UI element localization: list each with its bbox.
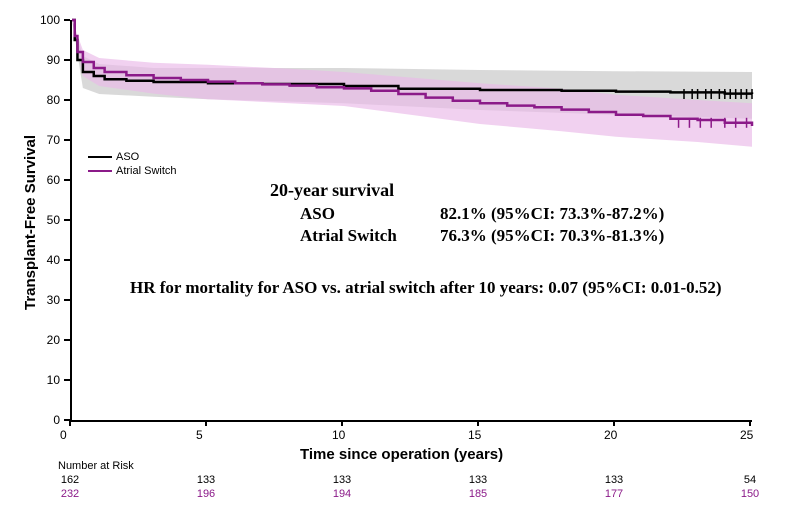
x-tick-label: 10 — [332, 428, 345, 442]
x-tick-mark — [477, 420, 479, 426]
x-axis-title: Time since operation (years) — [300, 446, 503, 463]
risk-value: 133 — [605, 474, 623, 486]
annotation-atrial-value: 76.3% (95%CI: 70.3%-81.3%) — [440, 226, 664, 246]
risk-value: 162 — [61, 474, 79, 486]
annotation-hr: HR for mortality for ASO vs. atrial swit… — [130, 278, 722, 298]
x-tick-mark — [613, 420, 615, 426]
risk-value: 194 — [333, 488, 351, 500]
y-tick-label: 30 — [47, 293, 60, 307]
risk-value: 133 — [197, 474, 215, 486]
x-tick-mark — [69, 420, 71, 426]
y-tick-label: 100 — [40, 13, 60, 27]
y-tick-label: 40 — [47, 253, 60, 267]
legend-swatch — [88, 156, 112, 158]
risk-value: 150 — [741, 488, 759, 500]
y-tick-label: 90 — [47, 53, 60, 67]
y-tick-mark — [64, 19, 70, 21]
legend-label: ASO — [116, 151, 139, 163]
risk-value: 177 — [605, 488, 623, 500]
risk-value: 196 — [197, 488, 215, 500]
risk-value: 232 — [61, 488, 79, 500]
legend-swatch — [88, 170, 112, 172]
y-tick-mark — [64, 99, 70, 101]
x-tick-mark — [749, 420, 751, 426]
y-axis-title: Transplant-Free Survival — [22, 135, 39, 310]
y-tick-label: 80 — [47, 93, 60, 107]
x-tick-label: 20 — [604, 428, 617, 442]
x-tick-label: 25 — [740, 428, 753, 442]
y-tick-mark — [64, 139, 70, 141]
y-tick-mark — [64, 299, 70, 301]
risk-value: 54 — [744, 474, 756, 486]
y-tick-label: 20 — [47, 333, 60, 347]
y-tick-mark — [64, 179, 70, 181]
annotation-20yr-title: 20-year survival — [270, 180, 394, 201]
annotation-atrial-label: Atrial Switch — [300, 226, 397, 246]
y-tick-label: 70 — [47, 133, 60, 147]
legend: ASO Atrial Switch — [88, 150, 177, 178]
x-tick-mark — [205, 420, 207, 426]
y-tick-label: 50 — [47, 213, 60, 227]
legend-item: Atrial Switch — [88, 164, 177, 178]
x-tick-label: 0 — [60, 428, 67, 442]
risk-table-title: Number at Risk — [58, 460, 134, 472]
annotation-aso-value: 82.1% (95%CI: 73.3%-87.2%) — [440, 204, 664, 224]
x-tick-mark — [341, 420, 343, 426]
y-tick-label: 60 — [47, 173, 60, 187]
y-tick-label: 0 — [53, 413, 60, 427]
x-tick-label: 15 — [468, 428, 481, 442]
y-tick-mark — [64, 259, 70, 261]
risk-value: 185 — [469, 488, 487, 500]
risk-value: 133 — [333, 474, 351, 486]
risk-value: 133 — [469, 474, 487, 486]
y-tick-mark — [64, 339, 70, 341]
x-tick-label: 5 — [196, 428, 203, 442]
km-chart-root: Transplant-Free Survival Time since oper… — [0, 0, 800, 508]
legend-label: Atrial Switch — [116, 165, 177, 177]
y-tick-mark — [64, 219, 70, 221]
y-tick-label: 10 — [47, 373, 60, 387]
annotation-aso-label: ASO — [300, 204, 335, 224]
y-tick-mark — [64, 59, 70, 61]
legend-item: ASO — [88, 150, 177, 164]
y-tick-mark — [64, 379, 70, 381]
